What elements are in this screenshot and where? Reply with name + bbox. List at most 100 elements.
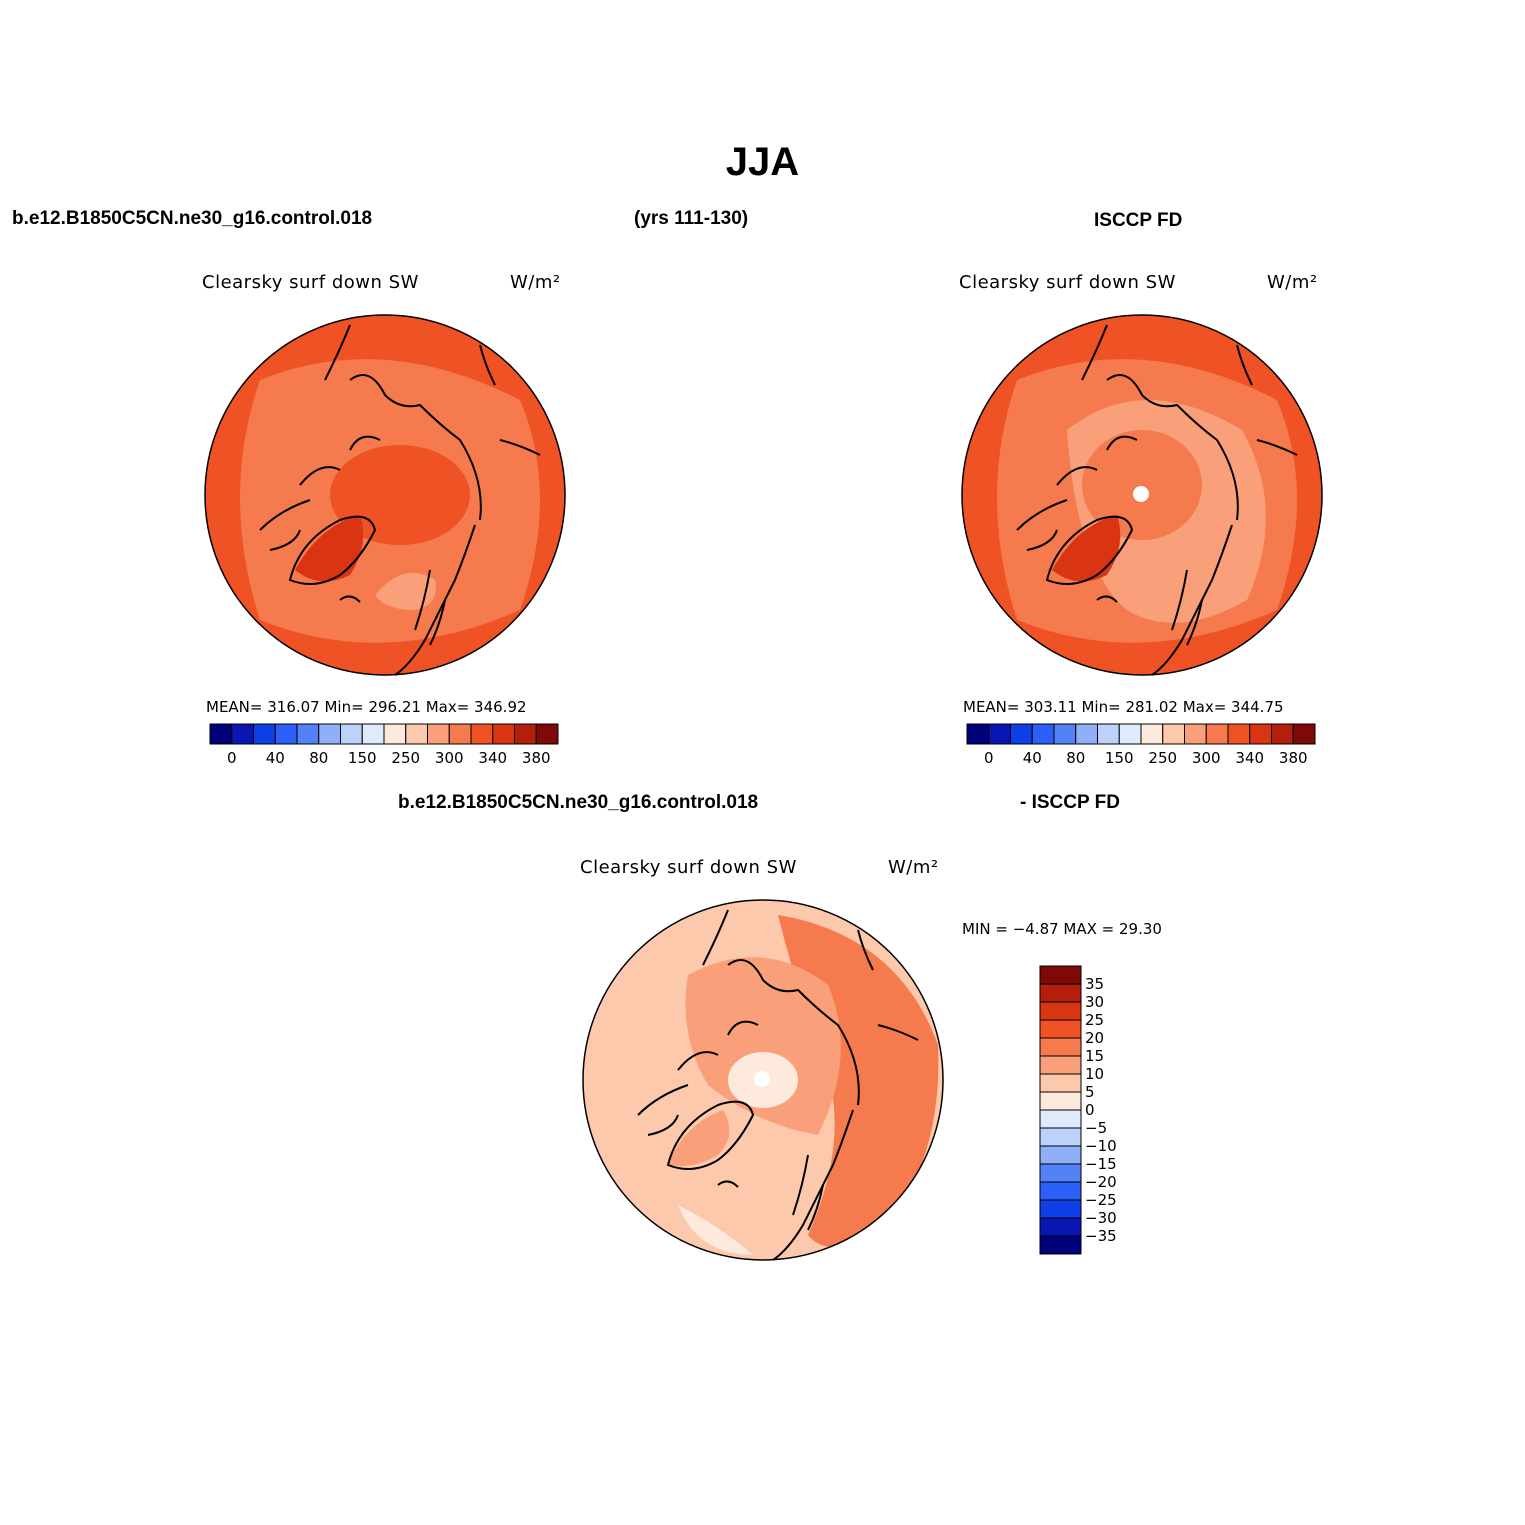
model-colorbar-box (448, 723, 472, 745)
diff-colorbar-label: 30 (1085, 993, 1104, 1011)
obs-units-label: W/m² (1267, 272, 1318, 293)
diff-colorbar-label: 0 (1085, 1101, 1095, 1119)
model-colorbar-label: 380 (522, 749, 551, 767)
obs-map-greenland-region (1052, 515, 1121, 582)
obs-colorbar-box (1184, 723, 1207, 745)
model-colorbar-box (296, 723, 320, 745)
diff-colorbar-box (1039, 1019, 1082, 1039)
model-map-polar-region (330, 445, 470, 545)
diff-colorbar-label: 5 (1085, 1083, 1095, 1101)
diff-colorbar-label: 35 (1085, 975, 1104, 993)
diff-colorbar-box (1039, 1127, 1082, 1147)
diff-colorbar-box (1039, 965, 1082, 985)
obs-colorbar-box (1140, 723, 1164, 745)
diff-colorbar-box (1039, 1181, 1082, 1201)
obs-colorbar-label: 80 (1066, 749, 1085, 767)
diff-colorbar-label: −15 (1085, 1155, 1117, 1173)
obs-colorbar-box (1031, 723, 1055, 745)
model-colorbar-label: 340 (478, 749, 507, 767)
obs-colorbar-label: 380 (1279, 749, 1308, 767)
diff-colorbar-label: −20 (1085, 1173, 1117, 1191)
case-name-label: b.e12.B1850C5CN.ne30_g16.control.018 (12, 208, 373, 229)
model-colorbar-box (318, 723, 341, 745)
obs-colorbar-label: 0 (984, 749, 994, 767)
diff-colorbar-box (1039, 1001, 1082, 1021)
model-colorbar: 0 40 80 150 250 300 340 380 (209, 723, 559, 767)
diff-map-boundary (582, 899, 944, 1261)
diff-map-south-light-region (678, 1205, 753, 1255)
obs-colorbar-label: 250 (1148, 749, 1177, 767)
obs-colorbar-label: 340 (1235, 749, 1264, 767)
model-colorbar-label: 300 (435, 749, 464, 767)
diff-colorbar-label: 25 (1085, 1011, 1104, 1029)
obs-map-boundary (961, 314, 1323, 676)
model-colorbar-box (253, 723, 276, 745)
model-colorbar-box (231, 723, 254, 745)
diff-colorbar-box (1039, 1145, 1082, 1165)
obs-colorbar-label: 40 (1023, 749, 1042, 767)
model-map-boundary (204, 314, 566, 676)
obs-polar-map (961, 314, 1323, 676)
diff-colorbar-label: 10 (1085, 1065, 1104, 1083)
model-colorbar-box (209, 723, 233, 745)
model-colorbar-label: 40 (266, 749, 285, 767)
obs-colorbar-box (1118, 723, 1142, 745)
model-colorbar-box (274, 723, 298, 745)
obs-colorbar-box (1205, 723, 1229, 745)
obs-colorbar: 0 40 80 150 250 300 340 380 (966, 723, 1316, 767)
diff-colorbar-box (1039, 1109, 1082, 1129)
obs-colorbar-box (1162, 723, 1185, 745)
obs-colorbar-box (1010, 723, 1033, 745)
obs-colorbar-box (1227, 723, 1251, 745)
diff-obs-label: - ISCCP FD (1020, 792, 1120, 813)
obs-stats-text: MEAN= 303.11 Min= 281.02 Max= 344.75 (963, 698, 1284, 716)
diff-colorbar-label: −25 (1085, 1191, 1117, 1209)
model-colorbar-box (383, 723, 407, 745)
diff-colorbar-box (1039, 1217, 1082, 1237)
diff-colorbar-label: −35 (1085, 1227, 1117, 1245)
obs-map-polar-region (1082, 430, 1202, 540)
obs-colorbar-label: 150 (1105, 749, 1134, 767)
model-colorbar-box (361, 723, 385, 745)
diff-colorbar-label: 20 (1085, 1029, 1104, 1047)
diff-map-pole-gap (754, 1071, 770, 1087)
diff-colorbar-box (1039, 1091, 1082, 1111)
diff-colorbar-label: −10 (1085, 1137, 1117, 1155)
obs-coastlines (1016, 324, 1298, 676)
obs-colorbar-box (1053, 723, 1077, 745)
diff-coastlines (637, 909, 919, 1261)
diff-colorbar-box (1039, 1163, 1082, 1183)
model-map-greenland-region (295, 515, 364, 582)
model-colorbar-box (405, 723, 428, 745)
model-map-scandinavia-region (375, 572, 436, 610)
diff-colorbar-box (1039, 983, 1082, 1003)
model-polar-map (204, 314, 566, 676)
model-colorbar-box (470, 723, 494, 745)
diff-case-label: b.e12.B1850C5CN.ne30_g16.control.018 (398, 792, 759, 813)
diff-colorbar-box (1039, 1199, 1082, 1219)
diff-map-greenland-region (668, 1110, 730, 1167)
model-colorbar-box (340, 723, 363, 745)
diff-units-label: W/m² (888, 857, 939, 878)
obs-name-label: ISCCP FD (1094, 210, 1183, 231)
diff-colorbar-label: −30 (1085, 1209, 1117, 1227)
diff-stats-text: MIN = −4.87 MAX = 29.30 (962, 920, 1162, 938)
diff-colorbar-box (1039, 1073, 1082, 1093)
diff-map-central-region (685, 957, 841, 1135)
model-colorbar-box (427, 723, 450, 745)
model-colorbar-label: 80 (309, 749, 328, 767)
model-colorbar-box (514, 723, 537, 745)
obs-map-pole-gap (1133, 486, 1149, 502)
model-colorbar-label: 150 (348, 749, 377, 767)
diff-colorbar-box (1039, 1037, 1082, 1057)
diff-colorbar-label: 15 (1085, 1047, 1104, 1065)
obs-colorbar-box (966, 723, 990, 745)
model-colorbar-label: 0 (227, 749, 237, 767)
diff-colorbar-label: −5 (1085, 1119, 1107, 1137)
model-stats-text: MEAN= 316.07 Min= 296.21 Max= 346.92 (206, 698, 527, 716)
obs-colorbar-box (1271, 723, 1294, 745)
model-variable-label: Clearsky surf down SW (202, 272, 419, 293)
model-colorbar-box (535, 723, 559, 745)
figure-title: JJA (725, 140, 800, 184)
